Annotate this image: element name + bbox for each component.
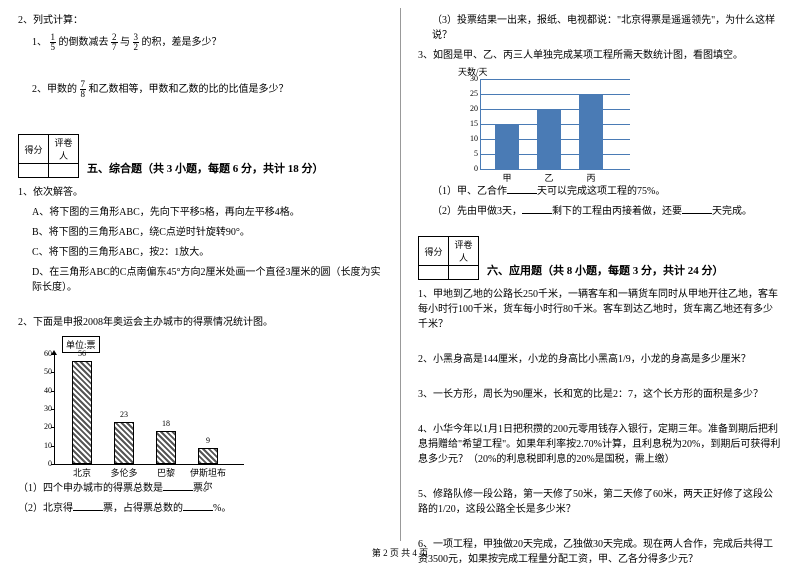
score-cell <box>419 266 449 280</box>
q2-2: 2、甲数的 78 和乙数相等，甲数和乙数的比的比值是多少？ <box>32 80 382 99</box>
section5-row: 得分评卷人 五、综合题（共 3 小题，每题 6 分，共计 18 分） <box>18 128 382 180</box>
r-q3: （3）投票结果一出来，报纸、电视都说："北京得票是遥遥领先"，为什么这样说？ <box>432 13 782 43</box>
blank <box>507 184 537 194</box>
s5-q1-d: D、在三角形ABC的C点南偏东45°方向2厘米处画一个直径3厘米的圆（长度为实际… <box>32 265 382 295</box>
bar-巴黎 <box>156 431 176 464</box>
frac-3-2: 32 <box>133 33 140 52</box>
r-c2-2: （2）先由甲做3天， 剩下的工程由丙接着做，还要 天完成。 <box>432 204 782 219</box>
bar-多伦多 <box>114 422 134 464</box>
q2-1: 1、 15 的倒数减去 27 与 32 的积，差是多少？ <box>32 33 382 52</box>
q2-2-a: 2、甲数的 <box>32 84 77 95</box>
vote-chart: 单位:票 010203040506056北京23多伦多18巴黎9伊斯坦布尔 <box>32 336 242 476</box>
r-c2-1a: （1）甲、乙合作 <box>432 186 507 197</box>
s6-q3: 3、一长方形，周长为90厘米，长和宽的比是2：7，这个长方形的面积是多少？ <box>418 387 782 402</box>
q2-2-b: 和乙数相等，甲数和乙数的比的比值是多少？ <box>89 84 289 95</box>
s5-q2: 2、下面是申报2008年奥运会主办城市的得票情况统计图。 <box>18 315 382 330</box>
blank <box>183 501 213 511</box>
column-divider <box>400 8 401 541</box>
s5-q1-b: B、将下图的三角形ABC，绕C点逆时针旋转90°。 <box>32 225 382 240</box>
blank <box>522 204 552 214</box>
s5-q1-a: A、将下图的三角形ABC，先向下平移5格，再向左平移4格。 <box>32 205 382 220</box>
s5-q1: 1、依次解答。 <box>18 185 382 200</box>
s5-q1-c: C、将下图的三角形ABC，按2：1放大。 <box>32 245 382 260</box>
bar-伊斯坦布尔 <box>198 448 218 465</box>
q2-1-c: 与 <box>120 37 130 48</box>
section5-title: 五、综合题（共 3 小题，每题 6 分，共计 18 分） <box>87 160 324 176</box>
r-c2-1b: 天可以完成这项工程的75%。 <box>537 186 665 197</box>
grader-label: 评卷人 <box>49 135 79 164</box>
r-c2-2a: （2）先由甲做3天， <box>432 206 522 217</box>
s5-q2-1a: （1）四个申办城市的得票总数是 <box>18 483 163 494</box>
blank <box>73 501 103 511</box>
days-chart: 天数/天 051015202530甲乙丙 <box>458 69 638 179</box>
score-label: 得分 <box>419 237 449 266</box>
s5-q2-2b: 票，占得票总数的 <box>103 503 183 514</box>
section6-row: 得分评卷人 六、应用题（共 8 小题，每题 3 分，共计 24 分） <box>418 230 782 282</box>
right-column: （3）投票结果一出来，报纸、电视都说："北京得票是遥遥领先"，为什么这样说？ 3… <box>400 0 800 565</box>
r-c2-1: （1）甲、乙合作 天可以完成这项工程的75%。 <box>432 184 782 199</box>
score-label: 得分 <box>19 135 49 164</box>
q2-1-d: 的积，差是多少？ <box>142 37 222 48</box>
bar-丙 <box>579 94 603 169</box>
r-c2-2c: 天完成。 <box>712 206 752 217</box>
frac-7-8: 78 <box>80 80 87 99</box>
grader-label: 评卷人 <box>449 237 479 266</box>
score-box-5: 得分评卷人 <box>18 134 79 178</box>
q2-1-a: 1、 <box>32 37 47 48</box>
s5-q2-2c: %。 <box>213 503 231 514</box>
frac-2-7: 27 <box>111 33 118 52</box>
score-cell <box>19 164 49 178</box>
blank <box>682 204 712 214</box>
q2-header: 2、列式计算： <box>18 13 382 28</box>
grader-cell <box>49 164 79 178</box>
r-c2-2b: 剩下的工程由丙接着做，还要 <box>552 206 682 217</box>
left-column: 2、列式计算： 1、 15 的倒数减去 27 与 32 的积，差是多少？ 2、甲… <box>0 0 400 565</box>
page-footer: 第 2 页 共 4 页 <box>0 546 800 559</box>
q2-1-b: 的倒数减去 <box>59 37 109 48</box>
r-q3b: 3、如图是甲、乙、丙三人单独完成某项工程所需天数统计图，看图填空。 <box>418 48 782 63</box>
s6-q4: 4、小华今年以1月1日把积攒的200元零用钱存入银行，定期三年。准备到期后把利息… <box>418 422 782 467</box>
frac-1-5: 15 <box>50 33 57 52</box>
s5-q2-2: （2）北京得 票，占得票总数的 %。 <box>18 501 382 516</box>
score-box-6: 得分评卷人 <box>418 236 479 280</box>
grader-cell <box>449 266 479 280</box>
s5-q2-2a: （2）北京得 <box>18 503 73 514</box>
bar-北京 <box>72 361 92 464</box>
bar-乙 <box>537 109 561 169</box>
section6-title: 六、应用题（共 8 小题，每题 3 分，共计 24 分） <box>487 262 724 278</box>
s6-q2: 2、小黑身高是144厘米，小龙的身高比小黑高1/9，小龙的身高是多少厘米？ <box>418 352 782 367</box>
bar-甲 <box>495 124 519 169</box>
s6-q5: 5、修路队修一段公路，第一天修了50米，第二天修了60米，两天正好修了这段公路的… <box>418 487 782 517</box>
s6-q1: 1、甲地到乙地的公路长250千米，一辆客车和一辆货车同时从甲地开往乙地，客车每小… <box>418 287 782 332</box>
